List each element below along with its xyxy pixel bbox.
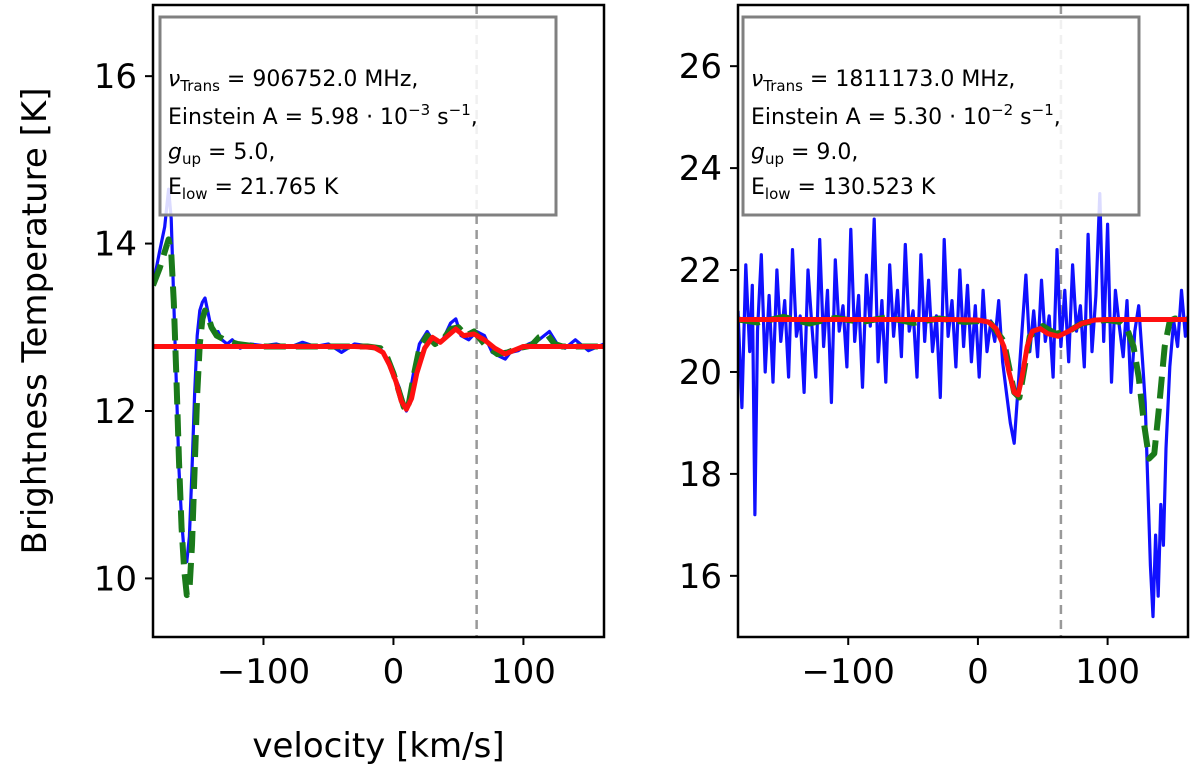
annotation-line: Einstein A = 5.98 · 10−3 s−1, xyxy=(168,101,478,130)
y-axis-label: Brightness Temperature [K] xyxy=(15,88,55,555)
x-tick-label: 0 xyxy=(967,652,989,692)
data-layer xyxy=(738,192,1188,619)
x-tick-label: −100 xyxy=(217,652,310,692)
y-tick-label: 10 xyxy=(94,559,137,599)
plot-panel-left: −100 0 100 10 12 14 16 velocity [km/s] Brightnes… xyxy=(15,3,606,766)
y-tick-label: 22 xyxy=(679,251,722,291)
annotation-line: gup = 9.0, xyxy=(751,140,858,168)
y-tick-label: 24 xyxy=(679,149,722,189)
series-fit xyxy=(153,326,604,412)
annotation-box xyxy=(741,15,1141,217)
axes-frame xyxy=(736,3,1190,639)
annotation-line: Elow = 130.523 K xyxy=(751,175,936,203)
series-observed xyxy=(153,187,604,564)
x-tick-label: 0 xyxy=(383,652,405,692)
series-observed xyxy=(738,192,1188,619)
y-tick-label: 16 xyxy=(94,57,137,97)
data-layer xyxy=(153,187,604,599)
x-tick-label: −100 xyxy=(802,652,895,692)
plot-panel-right: −100 0 100 16 18 20 22 24 26 νTrans = 1811173.0 M… xyxy=(679,3,1190,692)
series-model xyxy=(153,236,604,599)
annotation-line: gup = 5.0, xyxy=(168,140,275,168)
series-model xyxy=(738,313,1188,462)
y-tick-label: 14 xyxy=(94,225,137,265)
annotation-line: Einstein A = 5.30 · 10−2 s−1, xyxy=(751,101,1061,130)
x-axis-label: velocity [km/s] xyxy=(252,726,504,766)
x-tick-label: 100 xyxy=(491,652,556,692)
y-tick-label: 12 xyxy=(94,392,137,432)
annotation-line: νTrans = 906752.0 MHz, xyxy=(168,67,418,95)
annotation-line: Elow = 21.765 K xyxy=(168,175,339,203)
series-fit xyxy=(738,317,1188,398)
y-tick-label: 26 xyxy=(679,47,722,87)
y-tick-label: 16 xyxy=(679,557,722,597)
annotation-box xyxy=(158,15,558,217)
annotation-line: νTrans = 1811173.0 MHz, xyxy=(751,67,1015,95)
x-tick-label: 100 xyxy=(1075,652,1140,692)
axes-frame xyxy=(151,3,606,639)
y-tick-label: 18 xyxy=(679,455,722,495)
y-tick-label: 20 xyxy=(679,353,722,393)
